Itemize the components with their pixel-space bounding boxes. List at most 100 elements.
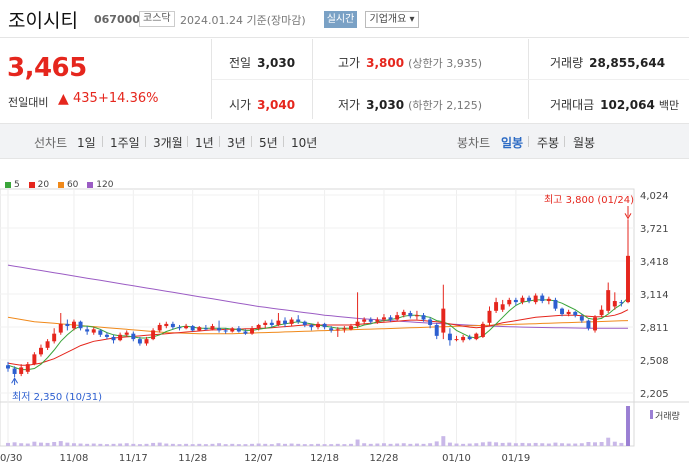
candle-body	[71, 321, 76, 329]
candle-body	[230, 328, 235, 332]
volume-bar	[586, 442, 591, 446]
candle-chart-label: 봉차트	[457, 136, 491, 150]
candle-body	[144, 339, 149, 344]
amount-stat: 거래대금 102,064 백만	[550, 96, 679, 113]
realtime-button[interactable]: 실시간	[324, 11, 357, 28]
candle-body	[65, 323, 70, 327]
line-period-3m[interactable]: 3개월	[153, 136, 183, 150]
candle-body	[507, 299, 512, 305]
ma-legend: 5 20 60 120	[5, 180, 119, 190]
candle-body	[39, 347, 43, 355]
volume-stat: 거래량 28,855,644	[550, 54, 665, 71]
candle-body	[606, 290, 611, 311]
candle-body	[593, 317, 597, 331]
high-label: 고가	[338, 56, 361, 70]
lower-limit: (하한가 2,125)	[408, 99, 482, 112]
candle-body	[276, 320, 281, 325]
divider	[219, 136, 220, 147]
candle-period-weekly[interactable]: 주봉	[537, 136, 560, 150]
legend-ma60[interactable]: 60	[57, 180, 78, 190]
x-tick-label: 11/08	[60, 453, 89, 464]
line-period-5y[interactable]: 5년	[259, 136, 278, 150]
volume-bar	[355, 439, 360, 446]
candle-body	[104, 334, 109, 337]
candle-body	[269, 322, 274, 325]
volume-bar	[250, 443, 255, 446]
line-chart-label: 선차트	[34, 136, 68, 150]
volume-value: 28,855,644	[589, 56, 666, 70]
candle-body	[85, 329, 90, 332]
volume-bar	[39, 442, 43, 446]
volume-bar	[223, 444, 228, 446]
line-period-10y[interactable]: 10년	[291, 136, 318, 150]
volume-bar	[111, 443, 116, 446]
candle-body	[586, 320, 591, 329]
amount-label: 거래대금	[550, 98, 595, 112]
candle-body	[487, 310, 492, 323]
volume-bar	[553, 442, 558, 446]
candle-body	[78, 321, 83, 329]
line-period-1d[interactable]: 1일	[77, 136, 96, 150]
volume-bar	[25, 443, 30, 446]
candle-body	[414, 315, 419, 317]
company-info-dropdown[interactable]: 기업개요 ▾	[365, 11, 419, 28]
volume-bar	[164, 443, 169, 446]
volume-bar	[368, 443, 373, 446]
y-tick-label: 2,205	[640, 389, 669, 400]
volume-bar	[177, 444, 182, 446]
legend-label: 120	[96, 180, 114, 190]
candle-body	[362, 319, 367, 322]
line-period-1y[interactable]: 1년	[195, 136, 214, 150]
volume-bar	[441, 436, 446, 446]
candle-body	[243, 331, 248, 334]
legend-label: 5	[14, 180, 20, 190]
volume-bar	[454, 443, 459, 446]
candle-body	[250, 328, 255, 334]
candle-body	[32, 354, 37, 365]
volume-bar	[626, 406, 630, 446]
y-tick-label: 3,721	[640, 224, 669, 235]
candle-body	[467, 336, 472, 340]
candle-body	[421, 315, 426, 320]
volume-bar	[414, 443, 419, 446]
divider	[528, 136, 529, 147]
change-value: 435	[73, 91, 98, 106]
legend-ma20[interactable]: 20	[28, 180, 49, 190]
line-period-1w[interactable]: 1주일	[110, 136, 140, 150]
volume-bar	[329, 444, 334, 446]
volume-bar	[269, 444, 274, 446]
candle-body	[480, 323, 485, 337]
low-value: 3,030	[366, 98, 405, 112]
period-selector: 선차트 1일 1주일 3개월 1년 3년 5년 10년 봉차트 일봉 주봉 월봉	[0, 123, 689, 159]
volume-bar	[137, 444, 142, 446]
candle-body	[151, 330, 156, 340]
high-annotation: 최고 3,800 (01/24)	[544, 194, 634, 206]
volume-bar	[296, 443, 301, 446]
volume-bar	[217, 443, 222, 446]
candle-period-monthly[interactable]: 월봉	[573, 136, 596, 150]
volume-bar	[487, 441, 492, 446]
candle-body	[573, 311, 578, 316]
volume-bar	[375, 443, 380, 446]
candle-body	[395, 315, 400, 320]
volume-bar	[421, 443, 426, 446]
candle-body	[474, 333, 479, 340]
legend-ma120[interactable]: 120	[87, 180, 113, 190]
candle-period-daily[interactable]: 일봉	[501, 136, 524, 150]
candle-body	[309, 324, 314, 328]
volume-bar	[243, 444, 248, 446]
candle-body	[25, 364, 30, 372]
candle-body	[137, 339, 142, 344]
volume-bar	[283, 443, 287, 446]
amount-unit: 백만	[658, 99, 680, 112]
y-tick-label: 4,024	[640, 191, 669, 202]
line-period-3y[interactable]: 3년	[227, 136, 246, 150]
divider	[187, 136, 188, 147]
legend-ma5[interactable]: 5	[5, 180, 20, 190]
candle-body	[322, 323, 327, 328]
candle-body	[441, 308, 446, 333]
volume-label: 거래량	[655, 410, 680, 422]
volume-bar	[494, 442, 499, 446]
candle-body	[329, 328, 334, 331]
